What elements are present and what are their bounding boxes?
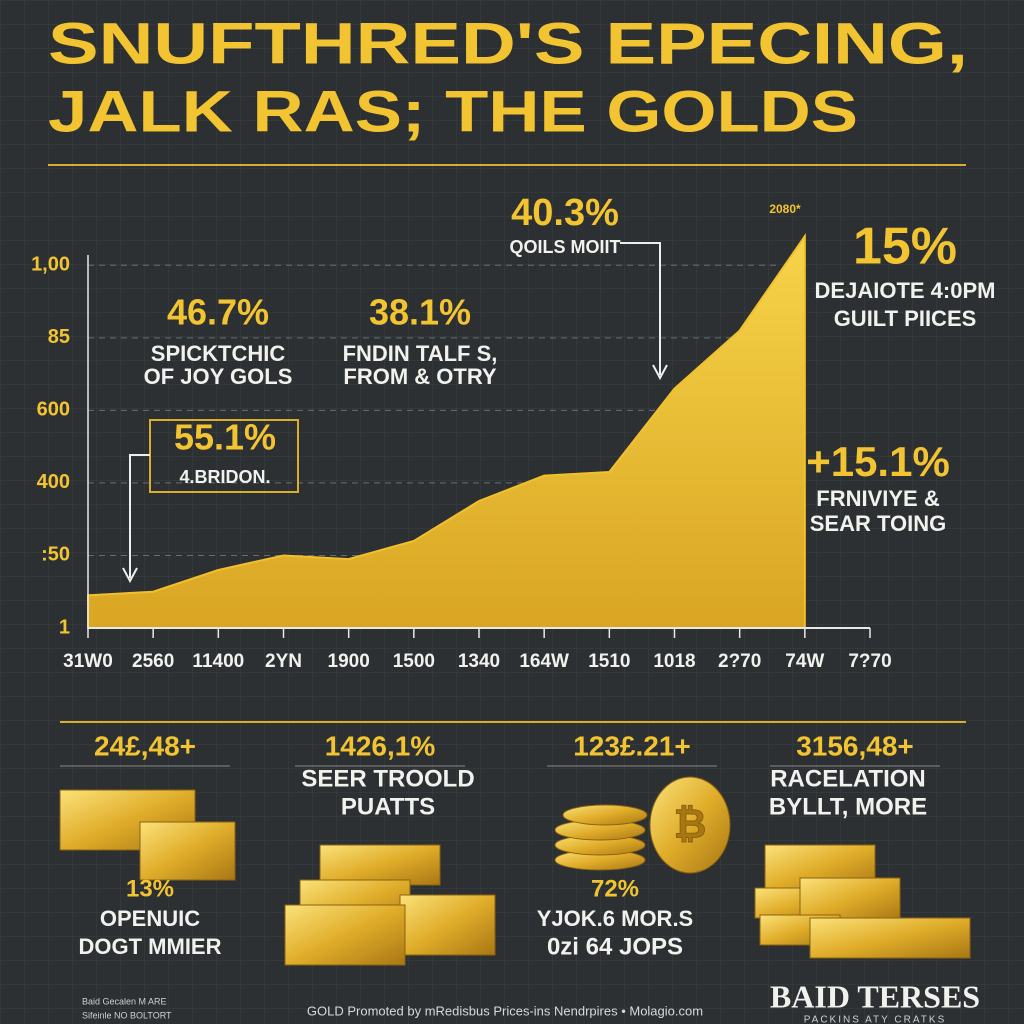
x-tick-label: 11400 [192,651,244,672]
annotation-text: OF JOY GOLS [144,364,293,389]
stat-text: SEER TROOLD [301,765,474,792]
x-tick-label: 1900 [328,651,370,672]
arrow [620,242,668,381]
x-tick-label: 74W [785,651,824,672]
annotation-text: FNDIN TALF S, [343,341,498,366]
stat-text: 0zi 64 JOPS [547,933,683,960]
annotation-text: SPICKTCHIC [151,341,286,366]
x-tick-label: 2?70 [718,651,761,672]
area [87,233,806,629]
y-tick-label: :50 [41,544,70,566]
annotation-text: FROM & OTRY [343,364,496,389]
x-tick-label: 1510 [588,651,630,672]
svg-text:₿: ₿ [674,803,707,847]
annotation-text: 4.BRIDON. [179,467,270,487]
stat-value: 24£,48+ [94,730,196,761]
x-tick-label: 2YN [265,651,302,672]
stat-value: 3156,48+ [796,730,914,761]
stat-value: 123£.21+ [573,730,691,761]
y-tick-label: 85 [48,326,70,348]
stat-text: YJOK.6 MOR.S [537,906,693,931]
annotation-value: 15% [853,218,957,276]
note: Baid Gecalen M ARE [82,996,167,1006]
arrow [122,454,150,584]
x-tick-label: 1018 [653,651,695,672]
x-tick-label: 31W0 [63,651,113,672]
stat-text: OPENUIC [100,906,200,931]
source: GOLD Promoted by mRedisbus Prices-ins Ne… [307,1003,703,1018]
annotation-text: GUILT PIICES [834,306,977,331]
x-tick-label: 1340 [458,651,500,672]
x-tick-label: 164W [519,651,569,672]
x-tick-label: 2560 [132,651,174,672]
annotation-value: 46.7% [167,292,269,333]
tagline: PACKINS ATY CRATKS [804,1015,947,1024]
annotation-value: 2080* [769,202,801,216]
y-tick-label: 1,00 [31,254,70,276]
annotation-value: 40.3% [511,192,619,234]
y-tick-label: 600 [37,399,70,421]
annotation-value: +15.1% [806,438,950,485]
annotation-text: FRNIVIYE & [816,486,940,511]
annotation-text: SEAR TOING [810,511,947,536]
x-tick-label: 1500 [393,651,435,672]
x-tick-label: 7?70 [848,651,891,672]
title: SNUFTHRED'S EPECING, [48,11,968,76]
note: Sifeinle NO BOLTORT [82,1010,172,1020]
annotation-text: QOILS MOIIT [510,237,621,257]
stat-value: 1426,1% [325,730,436,761]
stat-text: 13% [126,875,174,902]
stat-text: DOGT MMIER [79,934,222,959]
gold-illustrations: ₿ [59,776,971,966]
stat-text: RACELATION [770,765,926,792]
y-tick-label: 400 [37,471,70,493]
title: JALK RAS; THE GOLDS [48,79,858,144]
y-tick-label: 1 [59,616,70,638]
brand: BAID TERSES [770,978,980,1014]
stat-text: BYLLT, MORE [769,793,927,820]
annotation-value: 38.1% [369,292,471,333]
stat-text: 72% [591,875,639,902]
annotation-value: 55.1% [174,417,276,458]
annotation-text: DEJAIOTE 4:0PM [815,278,996,303]
stat-text: PUATTS [341,793,435,820]
